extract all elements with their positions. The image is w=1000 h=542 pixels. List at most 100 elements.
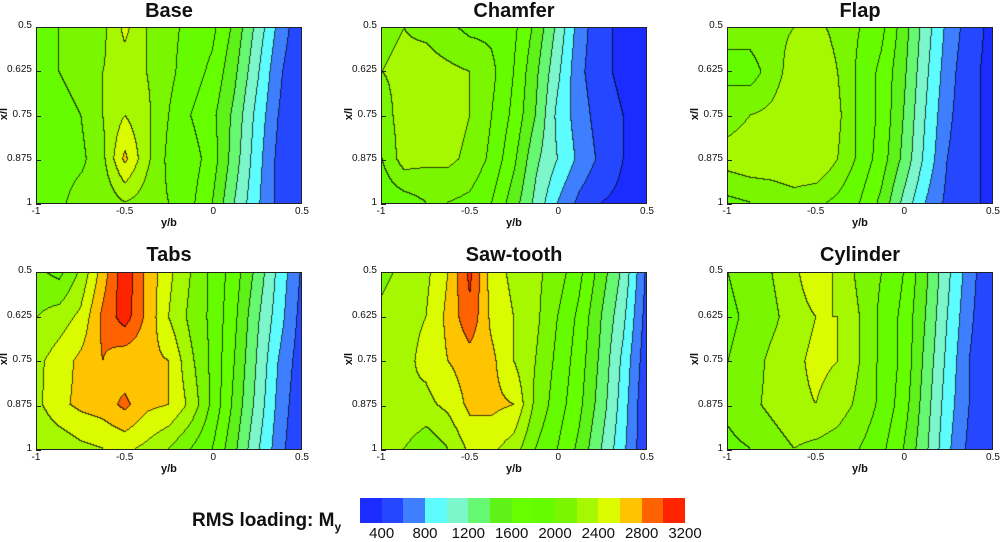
colorbar-tick-label: 3200 <box>668 525 702 542</box>
y-tick-mark <box>381 115 386 117</box>
x-tick-label: 0 <box>210 452 217 463</box>
colorbar-segment <box>533 498 556 523</box>
y-tick-label: 0.875 <box>351 152 377 164</box>
y-tick-label: 1 <box>371 197 377 208</box>
y-tick-mark <box>36 316 41 318</box>
colorbar-tick-label: 800 <box>412 525 438 542</box>
y-tick-mark <box>381 71 386 73</box>
colorbar-segment <box>663 498 686 523</box>
x-tick-label: 0.5 <box>295 206 309 217</box>
y-tick-label: 0.75 <box>357 354 377 365</box>
y-tick-label: 1 <box>717 197 723 208</box>
y-tick-label: 0.75 <box>703 108 723 120</box>
y-axis-label: x/l <box>689 107 702 120</box>
y-tick-mark <box>36 159 41 161</box>
y-tick-label: 0.625 <box>6 309 32 321</box>
y-tick-mark <box>36 71 41 73</box>
colorbar-segment <box>403 498 426 523</box>
y-axis-label: x/l <box>343 352 356 366</box>
y-tick-label: 0.5 <box>363 20 377 31</box>
contour-fill <box>37 273 301 449</box>
colorbar-tick-label: 1600 <box>494 525 529 542</box>
x-axis-label: y/b <box>506 217 522 229</box>
y-tick-mark <box>727 450 732 451</box>
y-tick-mark <box>727 159 732 161</box>
y-tick-label: 1 <box>26 197 32 208</box>
y-tick-label: 0.5 <box>18 265 32 276</box>
y-tick-label: 0.75 <box>703 354 723 365</box>
colorbar-segment <box>598 498 621 523</box>
y-tick-mark <box>36 115 41 117</box>
y-tick-mark <box>381 272 386 273</box>
x-axis-label: y/b <box>852 463 868 475</box>
y-tick-label: 0.75 <box>12 354 32 365</box>
x-tick-label: -1 <box>31 206 41 217</box>
y-tick-mark <box>381 361 386 362</box>
contour-plot <box>727 27 993 204</box>
y-tick-mark <box>36 361 41 362</box>
contour-fill <box>728 273 992 449</box>
y-tick-mark <box>36 405 41 407</box>
colorbar-segment <box>468 498 491 523</box>
x-tick-label: -0.5 <box>461 452 479 463</box>
panel-title: Cylinder <box>819 244 901 266</box>
y-tick-mark <box>381 316 386 318</box>
panel-title: Chamfer <box>473 0 555 22</box>
y-tick-mark <box>727 316 732 318</box>
y-tick-mark <box>727 272 732 273</box>
x-tick-label: 0.5 <box>986 452 1000 463</box>
x-tick-label: -0.5 <box>116 206 134 217</box>
x-tick-label: 0.5 <box>640 206 654 217</box>
panel-title: Flap <box>839 0 881 22</box>
y-tick-mark <box>727 115 732 117</box>
y-tick-label: 1 <box>26 443 32 454</box>
y-tick-label: 0.75 <box>12 108 32 120</box>
colorbar-segment <box>490 498 512 523</box>
y-tick-label: 0.875 <box>697 152 723 164</box>
contour-fill <box>382 28 646 203</box>
x-axis-label: y/b <box>852 217 868 229</box>
contour-plot <box>381 272 647 450</box>
y-tick-label: 0.625 <box>6 64 32 76</box>
x-axis-label: y/b <box>506 463 522 475</box>
y-tick-mark <box>727 27 732 28</box>
contour-fill <box>382 273 646 449</box>
y-tick-mark <box>36 27 41 28</box>
y-tick-label: 0.875 <box>6 152 32 164</box>
x-tick-label: -1 <box>722 206 732 217</box>
y-tick-mark <box>36 204 41 205</box>
y-tick-label: 0.75 <box>357 108 377 120</box>
y-axis-label: x/l <box>343 107 356 120</box>
colorbar-tick-label: 1200 <box>451 525 486 542</box>
contour-plot <box>381 27 647 204</box>
y-tick-label: 0.5 <box>709 20 723 31</box>
y-tick-label: 0.625 <box>351 64 377 76</box>
y-tick-mark <box>727 361 732 362</box>
x-tick-label: 0 <box>901 452 908 463</box>
y-tick-mark <box>381 159 386 161</box>
colorbar-segment <box>576 498 599 523</box>
colorbar-tick-label: 400 <box>369 525 395 542</box>
x-tick-label: -1 <box>722 452 732 463</box>
colorbar-segment <box>555 498 577 523</box>
colorbar-segment <box>620 498 642 523</box>
contour-fill <box>37 28 301 203</box>
x-tick-label: -0.5 <box>807 206 825 217</box>
panel-title: Base <box>145 0 193 22</box>
y-tick-mark <box>727 405 732 407</box>
contour-plot <box>36 27 302 204</box>
y-tick-label: 1 <box>371 443 377 454</box>
y-tick-label: 0.5 <box>18 20 32 31</box>
colorbar-segment <box>381 498 404 523</box>
colorbar <box>360 498 686 523</box>
y-tick-mark <box>727 204 732 205</box>
y-tick-mark <box>727 71 732 73</box>
y-tick-label: 1 <box>717 443 723 454</box>
colorbar-tick-label: 2800 <box>624 525 659 542</box>
y-tick-label: 0.5 <box>363 265 377 276</box>
y-tick-label: 0.875 <box>351 398 377 410</box>
x-tick-label: 0.5 <box>986 206 1000 217</box>
y-tick-label: 0.625 <box>697 64 723 76</box>
y-axis-label: x/l <box>0 352 11 366</box>
x-tick-label: -1 <box>376 206 386 217</box>
